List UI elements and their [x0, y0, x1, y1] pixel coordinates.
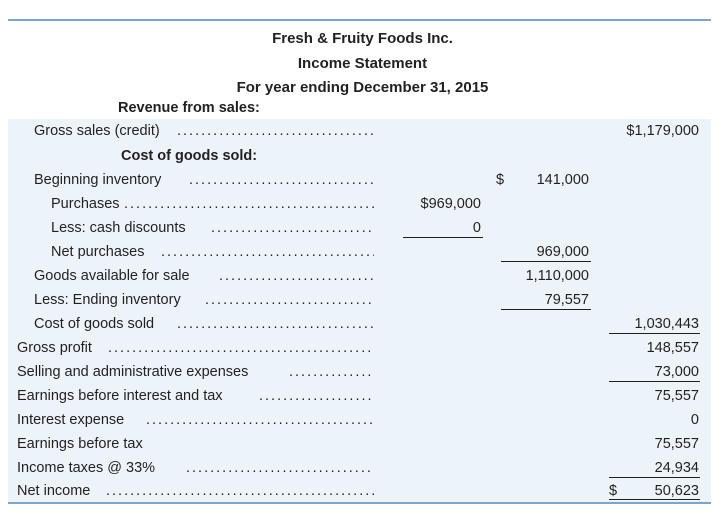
dot-leader: ........................................ [161, 244, 374, 260]
interest-label: Interest expense [17, 412, 125, 428]
beginning-inventory-label: Beginning inventory [34, 172, 162, 188]
statement-title: Income Statement [297, 55, 428, 72]
underline [501, 309, 591, 310]
cash-discounts-label: Less: cash discounts [51, 220, 186, 236]
beginning-inventory-value: 141,000 [536, 172, 589, 188]
bottom-rule [8, 502, 711, 504]
ebt-label: Earnings before tax [17, 436, 143, 452]
shaded-band [8, 119, 711, 502]
ending-inventory-value: 79,557 [544, 292, 589, 308]
gross-sales-label: Gross sales (credit) [34, 123, 160, 139]
cash-discounts-value: 0 [472, 220, 481, 236]
taxes-label: Income taxes @ 33% [17, 460, 156, 476]
double-underline [609, 499, 700, 500]
ebt-value: 75,557 [654, 436, 699, 452]
taxes-value: 24,934 [654, 460, 699, 476]
dot-leader: ................ [289, 364, 374, 380]
dot-leader: .................................. [177, 123, 374, 139]
dot-leader: .................................. [189, 172, 374, 188]
company-name: Fresh & Fruity Foods Inc. [272, 30, 453, 47]
dot-leader: ........................................… [106, 483, 374, 499]
underline [501, 261, 591, 262]
goods-available-label: Goods available for sale [34, 268, 190, 284]
net-income-dollar: $ [609, 483, 618, 499]
dot-leader: ................................ [205, 292, 374, 308]
underline [609, 381, 700, 382]
goods-available-value: 1,110,000 [525, 268, 589, 284]
interest-value: 0 [690, 412, 699, 428]
statement-period: For year ending December 31, 2015 [236, 79, 489, 96]
cost-of-goods-sold-label: Cost of goods sold [34, 316, 155, 332]
revenue-heading: Revenue from sales: [118, 100, 260, 116]
ebit-value: 75,557 [654, 388, 699, 404]
dot-leader: ........................................… [108, 340, 374, 356]
dot-leader: ........................................… [124, 196, 374, 212]
underline [609, 477, 700, 478]
purchases-value: $969,000 [420, 196, 481, 212]
dot-leader: ........................................… [146, 412, 374, 428]
top-rule [8, 19, 711, 21]
sga-label: Selling and administrative expenses [17, 364, 249, 380]
net-income-value: 50,623 [654, 483, 699, 499]
net-purchases-value: 969,000 [536, 244, 589, 260]
dot-leader: ..................................... [177, 316, 374, 332]
gross-sales-value: $1,179,000 [626, 123, 699, 139]
gross-profit-value: 148,557 [646, 340, 699, 356]
gross-profit-label: Gross profit [17, 340, 92, 356]
purchases-label: Purchases [51, 196, 120, 212]
underline [403, 237, 483, 238]
cogs-heading: Cost of goods sold: [121, 148, 258, 164]
dot-leader: .............................. [219, 268, 374, 284]
sga-value: 73,000 [654, 364, 699, 380]
net-income-label: Net income [17, 483, 91, 499]
beginning-inventory-dollar: $ [496, 172, 505, 188]
dot-leader: ...................... [259, 388, 374, 404]
dot-leader: .............................. [211, 220, 374, 236]
cost-of-goods-sold-value: 1,030,443 [634, 316, 699, 332]
underline [609, 333, 700, 334]
ending-inventory-label: Less: Ending inventory [34, 292, 181, 308]
dot-leader: .................................... [186, 460, 374, 476]
net-purchases-label: Net purchases [51, 244, 145, 260]
ebit-label: Earnings before interest and tax [17, 388, 223, 404]
